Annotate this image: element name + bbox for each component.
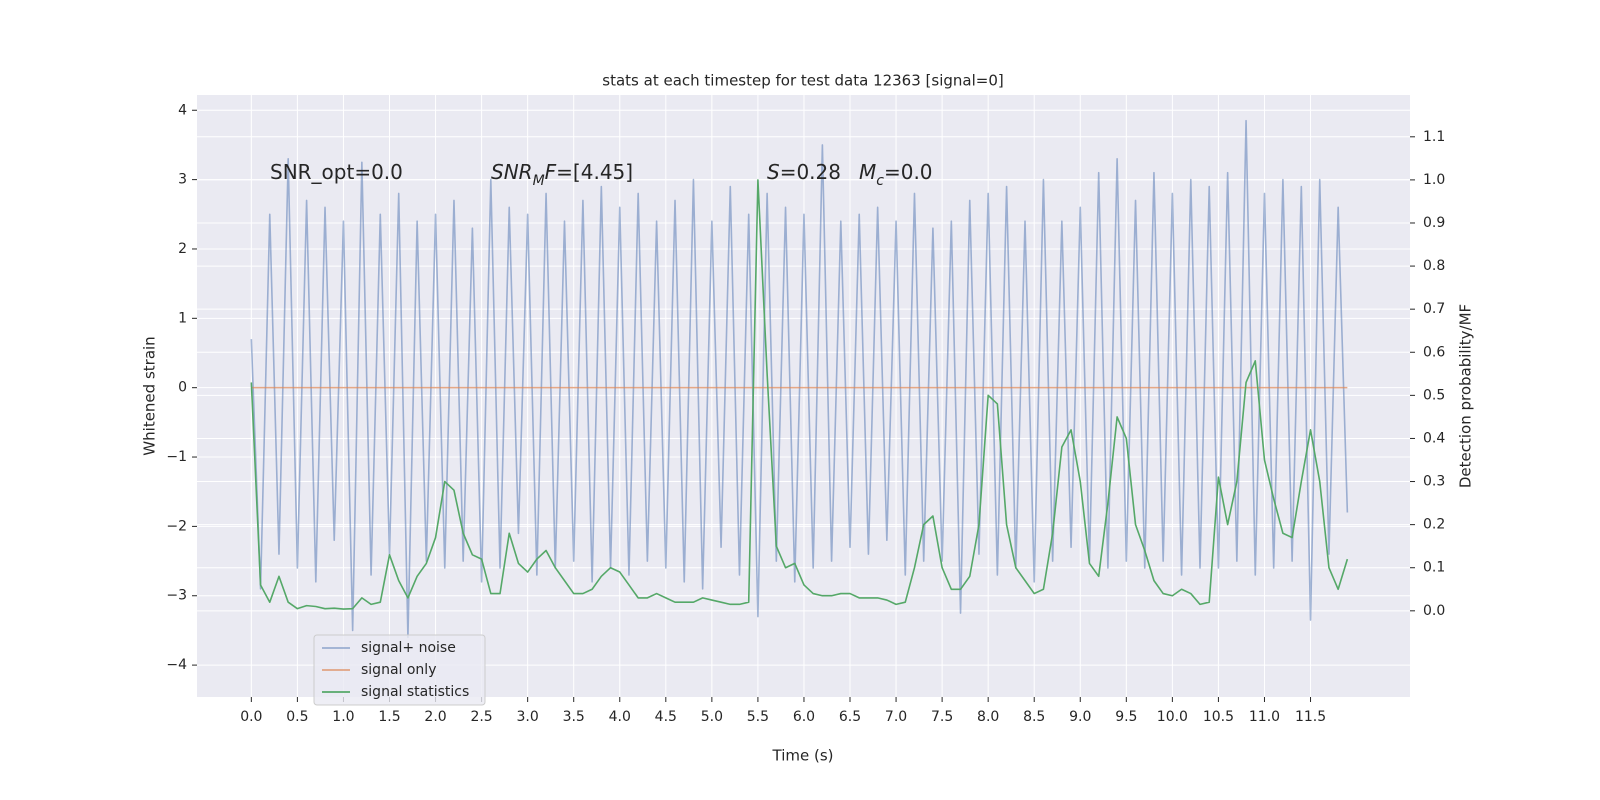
- y2-tick-label: 0.7: [1423, 301, 1445, 317]
- x-tick-label: 1.0: [332, 709, 354, 725]
- annotation-part: S: [767, 160, 780, 184]
- annotation-part: =0.0: [884, 160, 933, 184]
- x-tick-label: 11.5: [1295, 709, 1326, 725]
- y2-tick-label: 0.5: [1423, 387, 1445, 403]
- y2-axis-label: Detection probability/MF: [1457, 304, 1475, 488]
- x-tick-label: 5.0: [701, 709, 723, 725]
- x-tick-label: 8.0: [977, 709, 999, 725]
- legend-label: signal only: [361, 662, 436, 678]
- legend-label: signal+ noise: [361, 640, 456, 656]
- y-tick-label: −4: [166, 657, 187, 673]
- x-tick-label: 0.5: [286, 709, 308, 725]
- x-tick-label: 2.0: [424, 709, 446, 725]
- annotation-part: M: [859, 160, 876, 184]
- annotation-part: M: [533, 173, 545, 189]
- y2-tick-label: 0.3: [1423, 474, 1445, 490]
- annotation: S=0.28: [767, 160, 841, 184]
- annotation: SNR_opt=0.0: [270, 160, 403, 184]
- x-tick-label: 10.0: [1157, 709, 1188, 725]
- annotation: Mc=0.0: [859, 160, 933, 190]
- y2-tick-label: 0.4: [1423, 430, 1445, 446]
- y2-tick-label: 0.6: [1423, 344, 1445, 360]
- x-tick-label: 6.5: [839, 709, 861, 725]
- x-tick-label: 11.0: [1249, 709, 1280, 725]
- x-tick-label: 0.0: [240, 709, 262, 725]
- y-tick-label: −3: [166, 588, 187, 604]
- series-line: [250, 119, 1349, 639]
- y-tick-label: 2: [178, 241, 187, 257]
- x-tick-label: 4.5: [655, 709, 677, 725]
- chart-title: stats at each timestep for test data 123…: [602, 72, 1003, 90]
- annotation-part: SNR_opt=0.0: [270, 160, 403, 184]
- annotation-part: =0.28: [780, 160, 841, 184]
- x-tick-label: 2.5: [470, 709, 492, 725]
- y2-tick-label: 0.1: [1423, 560, 1445, 576]
- y2-tick-label: 1.1: [1423, 129, 1445, 145]
- annotation: SNRMF=[4.45]: [491, 160, 633, 190]
- x-tick-label: 9.5: [1115, 709, 1137, 725]
- y2-tick-label: 1.0: [1423, 172, 1445, 188]
- y2-tick-label: 0.2: [1423, 517, 1445, 533]
- y-tick-label: 0: [178, 380, 187, 396]
- x-tick-label: 9.0: [1069, 709, 1091, 725]
- x-tick-label: 7.0: [885, 709, 907, 725]
- annotation-part: F: [545, 160, 557, 184]
- y-axis-label: Whitened strain: [141, 336, 159, 455]
- x-axis-label: Time (s): [772, 747, 834, 765]
- annotation-part: SNR: [491, 160, 533, 184]
- x-tick-label: 6.0: [793, 709, 815, 725]
- legend-box: [313, 634, 486, 706]
- annotation-part: c: [876, 173, 884, 189]
- x-tick-label: 1.5: [378, 709, 400, 725]
- y-tick-label: −2: [166, 518, 187, 534]
- y-tick-label: 3: [178, 172, 187, 188]
- x-tick-label: 7.5: [931, 709, 953, 725]
- x-tick-label: 4.0: [609, 709, 631, 725]
- x-tick-label: 3.0: [517, 709, 539, 725]
- x-tick-label: 8.5: [1023, 709, 1045, 725]
- y2-tick-label: 0.9: [1423, 215, 1445, 231]
- x-tick-label: 3.5: [563, 709, 585, 725]
- legend-label: signal statistics: [361, 684, 469, 700]
- x-tick-label: 5.5: [747, 709, 769, 725]
- y-tick-label: −1: [166, 449, 187, 465]
- y2-tick-label: 0.8: [1423, 258, 1445, 274]
- x-tick-label: 10.5: [1203, 709, 1234, 725]
- annotation-part: =[4.45]: [556, 160, 633, 184]
- y-tick-label: 4: [178, 102, 187, 118]
- y2-tick-label: 0.0: [1423, 603, 1445, 619]
- series-line: [250, 179, 1349, 610]
- y-tick-label: 1: [178, 310, 187, 326]
